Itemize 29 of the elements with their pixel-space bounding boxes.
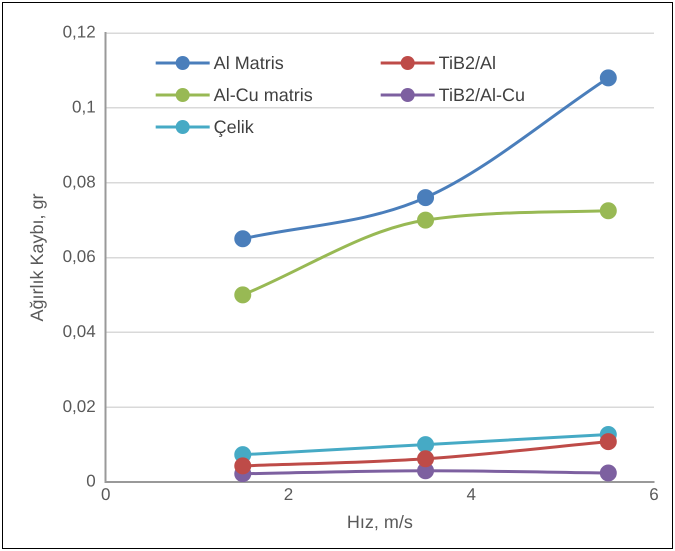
legend-label: Al-Cu matris xyxy=(214,84,313,105)
point xyxy=(234,457,252,474)
y-tick-label: 0,06 xyxy=(62,247,96,266)
legend-label: TiB2/Al-Cu xyxy=(438,84,526,105)
x-tick-label: 4 xyxy=(466,484,476,504)
point xyxy=(600,464,617,482)
y-axis-title: Ağırlık Kaybı, gr xyxy=(26,193,47,322)
point xyxy=(417,212,434,229)
legend-label: Al Matris xyxy=(214,52,284,73)
x-tick-label: 6 xyxy=(649,484,659,504)
point xyxy=(417,189,434,206)
point xyxy=(234,230,252,248)
y-tick-label: 0,12 xyxy=(62,22,96,42)
point xyxy=(417,450,434,468)
point xyxy=(234,286,252,304)
x-tick-label: 0 xyxy=(100,484,110,504)
point xyxy=(417,436,434,454)
point xyxy=(600,69,617,86)
y-tick-label: 0,02 xyxy=(62,396,96,416)
y-tick-label: 0,04 xyxy=(62,322,96,342)
legend-label: Çelik xyxy=(214,116,255,137)
y-tick-label: 0 xyxy=(86,472,96,491)
point xyxy=(600,433,617,450)
x-tick-label: 2 xyxy=(284,484,294,504)
legend-label: TiB2/Al xyxy=(438,52,496,73)
x-axis-title: Hız, m/s xyxy=(346,512,413,532)
point xyxy=(600,202,617,220)
y-tick-label: 0,08 xyxy=(62,172,96,192)
y-tick-label: 0,1 xyxy=(72,98,96,117)
